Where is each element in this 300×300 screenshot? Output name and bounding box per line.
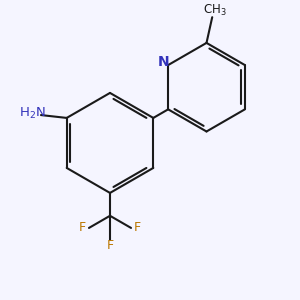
Text: N: N: [158, 55, 170, 69]
Text: CH$_3$: CH$_3$: [203, 2, 227, 18]
Text: F: F: [134, 221, 141, 234]
Text: H$_2$N: H$_2$N: [19, 106, 46, 121]
Text: F: F: [106, 239, 114, 252]
Text: F: F: [79, 221, 86, 234]
